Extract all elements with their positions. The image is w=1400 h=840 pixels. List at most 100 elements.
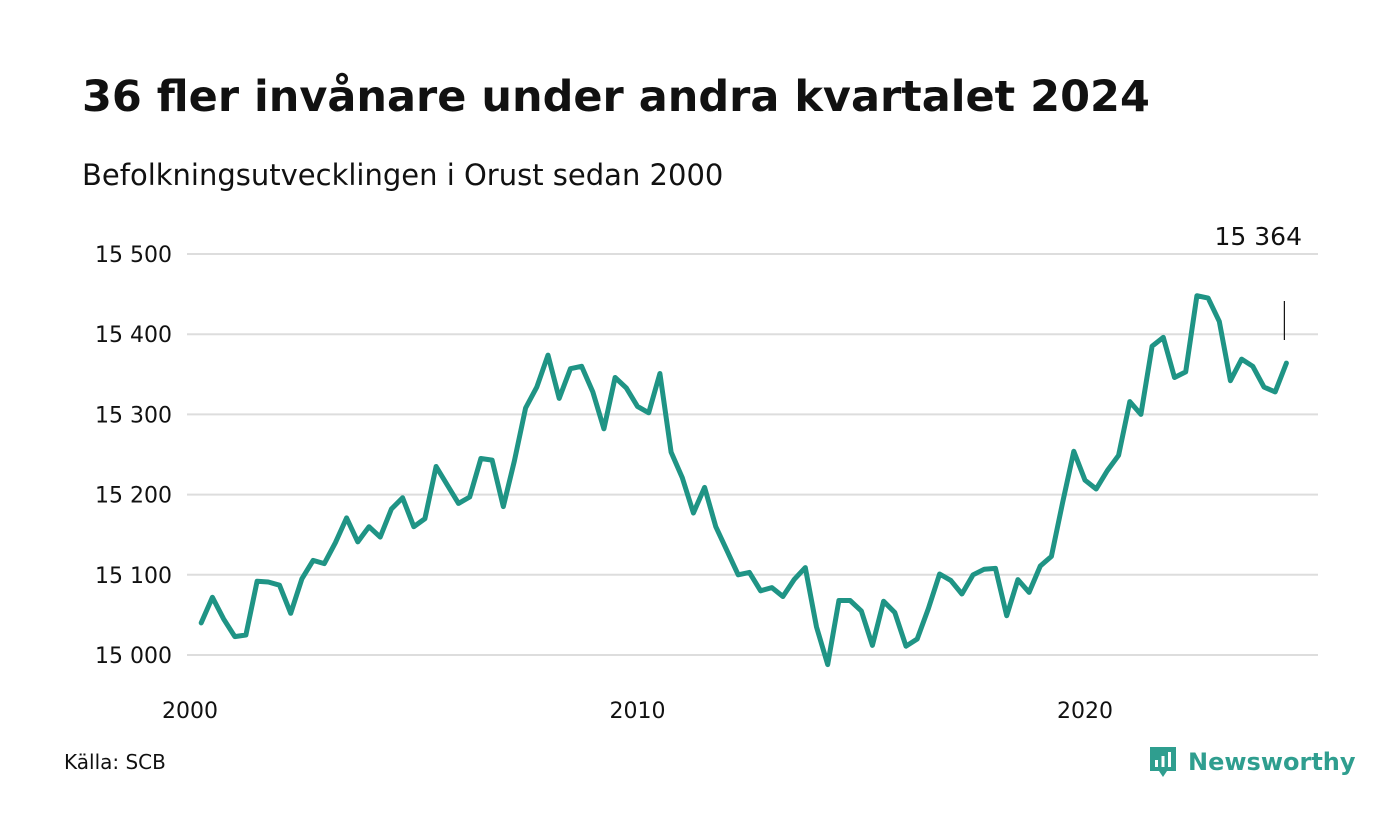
data-point <box>299 576 304 581</box>
data-point <box>400 495 405 500</box>
data-point <box>1105 468 1110 473</box>
data-point <box>243 632 248 637</box>
data-point <box>635 404 640 409</box>
data-point <box>1183 369 1188 374</box>
data-point <box>825 662 830 667</box>
data-point <box>199 620 204 625</box>
data-point <box>691 511 696 516</box>
data-point <box>1027 590 1032 595</box>
data-point <box>445 482 450 487</box>
data-point <box>792 577 797 582</box>
data-point <box>948 578 953 583</box>
data-point <box>1206 296 1211 301</box>
data-point <box>344 515 349 520</box>
data-point <box>915 636 920 641</box>
data-point <box>780 594 785 599</box>
data-point <box>210 595 215 600</box>
data-point <box>1049 554 1054 559</box>
data-point <box>1038 563 1043 568</box>
data-point <box>1217 319 1222 324</box>
data-point <box>1083 478 1088 483</box>
x-tick-label: 2000 <box>162 699 218 724</box>
data-point <box>579 364 584 369</box>
y-tick-label: 15 100 <box>95 564 172 589</box>
y-tick-label: 15 400 <box>95 323 172 348</box>
data-point <box>937 571 942 576</box>
data-point <box>680 475 685 480</box>
data-point <box>1150 344 1155 349</box>
brand-logo[interactable]: Newsworthy <box>1148 744 1356 780</box>
data-point <box>769 585 774 590</box>
data-point <box>389 507 394 512</box>
data-point <box>367 524 372 529</box>
data-point <box>333 540 338 545</box>
data-point <box>601 426 606 431</box>
series-line <box>198 293 1289 668</box>
data-point <box>758 588 763 593</box>
data-point <box>411 524 416 529</box>
x-tick-label: 2010 <box>610 699 666 724</box>
data-point <box>534 385 539 390</box>
data-point <box>848 598 853 603</box>
data-point <box>1094 486 1099 491</box>
data-point <box>266 580 271 585</box>
data-point <box>870 643 875 648</box>
data-point <box>926 606 931 611</box>
annotation: 15 364 <box>1215 222 1302 340</box>
data-point <box>288 611 293 616</box>
y-tick-label: 15 500 <box>95 243 172 268</box>
data-point <box>982 567 987 572</box>
data-point <box>523 405 528 410</box>
data-point <box>881 599 886 604</box>
x-axis-tick-labels: 2000 2010 2020 <box>162 699 1113 724</box>
data-point <box>512 458 517 463</box>
data-point <box>355 539 360 544</box>
y-axis-tick-labels: 15 000 15 100 15 200 15 300 15 400 15 500 <box>95 243 172 669</box>
data-point <box>747 570 752 575</box>
data-point <box>814 624 819 629</box>
data-point <box>1239 357 1244 362</box>
data-point <box>311 558 316 563</box>
data-point <box>1284 361 1289 366</box>
data-point <box>993 566 998 571</box>
data-point <box>803 565 808 570</box>
y-tick-label: 15 000 <box>95 644 172 669</box>
data-point <box>736 572 741 577</box>
data-point <box>904 644 909 649</box>
data-point <box>725 548 730 553</box>
data-point <box>490 458 495 463</box>
data-point <box>232 634 237 639</box>
data-point <box>467 495 472 500</box>
data-point <box>702 485 707 490</box>
data-point <box>255 579 260 584</box>
data-point <box>859 608 864 613</box>
gridlines <box>187 253 1318 656</box>
data-point <box>568 366 573 371</box>
data-point <box>1262 385 1267 390</box>
data-point <box>378 535 383 540</box>
data-point <box>1060 500 1065 505</box>
annotation-label: 15 364 <box>1215 222 1302 251</box>
data-point <box>1161 335 1166 340</box>
data-point <box>1004 613 1009 618</box>
data-point <box>434 464 439 469</box>
data-point <box>1127 399 1132 404</box>
data-point <box>422 516 427 521</box>
data-point <box>669 450 674 455</box>
data-point <box>557 396 562 401</box>
data-point <box>1138 412 1143 417</box>
data-point <box>478 456 483 461</box>
series-layer <box>198 293 1289 668</box>
data-point <box>1194 293 1199 298</box>
data-point <box>613 375 618 380</box>
chart-title: 36 fler invånare under andra kvartalet 2… <box>82 72 1150 122</box>
data-point <box>1250 364 1255 369</box>
newsworthy-logo-icon <box>1150 747 1176 777</box>
data-point <box>322 561 327 566</box>
data-point <box>221 616 226 621</box>
data-point <box>501 504 506 509</box>
data-point <box>277 583 282 588</box>
data-point <box>1015 577 1020 582</box>
source-note: Källa: SCB <box>64 750 166 774</box>
